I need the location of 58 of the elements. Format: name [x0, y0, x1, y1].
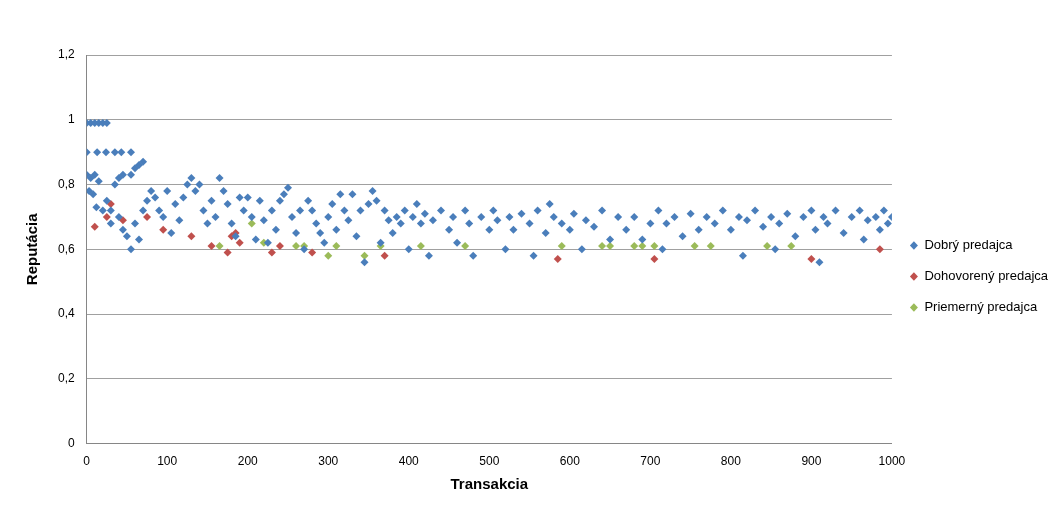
point: [638, 242, 647, 251]
point: [235, 238, 244, 247]
y-axis-title: Reputácia: [23, 212, 41, 286]
point: [102, 212, 111, 221]
point: [324, 251, 333, 260]
point: [247, 219, 256, 228]
point: [606, 242, 615, 251]
point: [557, 242, 566, 251]
y-tick-label: 0,4: [57, 306, 75, 321]
x-tick-label: 200: [237, 454, 259, 469]
point: [763, 242, 772, 251]
x-tick-label: 600: [559, 454, 581, 469]
y-tick-label: 0,6: [57, 241, 75, 256]
point: [187, 232, 196, 241]
point: [207, 242, 216, 251]
x-tick-label: 800: [720, 454, 742, 469]
point: [332, 242, 341, 251]
point: [416, 242, 425, 251]
point: [598, 242, 607, 251]
x-axis-title: Transakcia: [450, 475, 529, 493]
point: [143, 212, 152, 221]
y-tick-label: 1: [67, 112, 75, 127]
point: [690, 242, 699, 251]
point: [706, 242, 715, 251]
x-tick-label: 0: [83, 454, 91, 469]
point: [118, 216, 127, 225]
y-tick-label: 1,2: [57, 47, 75, 62]
point: [360, 251, 369, 260]
y-tick-label: 0,2: [57, 371, 75, 386]
x-tick-label: 300: [318, 454, 339, 469]
legend-label: Priemerný predajca: [924, 299, 1038, 315]
point: [275, 242, 284, 251]
point: [807, 255, 816, 264]
point: [650, 255, 659, 264]
point: [215, 242, 224, 251]
x-tick-label: 500: [479, 454, 500, 469]
point: [630, 242, 639, 251]
x-tick-label: 1000: [878, 454, 906, 469]
legend-label: Dobrý predajca: [924, 237, 1014, 253]
x-tick-label: 700: [640, 454, 661, 469]
y-tick-label: 0,8: [57, 176, 75, 191]
point: [875, 245, 884, 254]
x-tick-label: 400: [398, 454, 420, 469]
point: [159, 225, 168, 234]
point: [380, 251, 389, 260]
point: [90, 222, 99, 231]
point: [223, 248, 232, 257]
x-tick-label: 900: [801, 454, 822, 469]
y-tick-label: 0: [67, 435, 75, 450]
legend-label: Dohovorený predajca: [924, 268, 1049, 284]
point: [308, 248, 317, 257]
point: [650, 242, 659, 251]
point: [292, 242, 301, 251]
point: [267, 248, 276, 257]
point: [787, 242, 796, 251]
point: [553, 255, 562, 264]
point: [461, 242, 470, 251]
x-tick-label: 100: [157, 454, 178, 469]
